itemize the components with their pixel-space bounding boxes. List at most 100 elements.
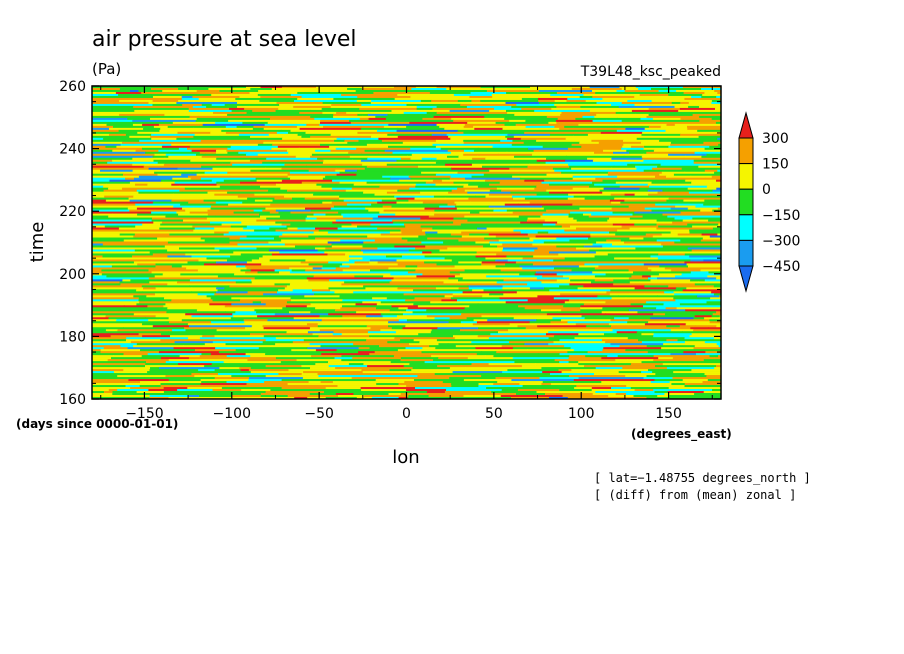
field-cell [502,287,531,290]
field-cell [322,177,374,180]
field-cell [542,205,579,208]
field-cell [451,383,480,386]
field-cell [224,103,280,107]
field-cell [287,395,323,398]
field-cell [275,221,333,224]
field-cell [230,317,295,320]
field-cell [494,207,545,210]
field-cell [92,373,139,376]
field-cell [395,351,408,354]
field-cell [345,271,409,274]
field-cell [447,247,504,250]
field-cell [315,307,326,310]
field-cell [682,331,721,334]
field-cell [334,273,359,276]
field-cell [701,149,721,153]
field-cell [198,271,246,274]
field-cell [502,285,560,288]
field-cell [336,137,379,141]
field-cell [331,187,353,190]
field-cell [92,229,154,232]
field-cell [526,227,577,230]
field-cell [310,209,369,212]
field-cell [556,311,603,314]
field-cell [421,171,459,175]
field-cell [147,305,164,308]
field-cell [650,255,690,258]
field-cell [460,103,517,107]
field-cell [686,263,721,266]
field-cell [207,209,255,212]
field-cell [331,103,362,107]
field-cell [92,169,101,173]
field-cell [143,127,161,131]
field-cell [305,131,358,135]
field-cell [328,313,382,316]
field-cell [447,155,459,159]
field-cell [265,391,325,394]
field-cell [674,217,693,220]
field-cell [157,115,191,119]
field-cell [92,389,110,392]
field-cell [559,285,584,288]
field-cell [573,349,584,352]
field-cell [659,139,698,143]
field-cell [148,167,179,171]
annotation-lat: [ lat=−1.48755 degrees_north ] [594,471,811,485]
field-cell [235,115,258,119]
field-cell [282,169,310,173]
field-cell [92,343,138,346]
field-cell [373,319,400,322]
field-cell [549,397,569,399]
field-cell [665,313,714,316]
field-cell [717,91,721,95]
field-cell [516,291,566,294]
field-cell [135,225,193,228]
field-cell [711,101,721,105]
field-cell [518,215,541,218]
field-cell [372,217,421,220]
field-cell [681,273,721,276]
field-cell [92,217,153,220]
field-cell [232,395,262,398]
field-cell [397,135,449,139]
field-cell [462,277,507,280]
field-cell [564,257,597,260]
field-cell [554,103,612,107]
field-cell [424,207,458,210]
field-cell [92,215,109,218]
field-cell [708,219,721,222]
field-cell [388,123,438,127]
field-cell [476,353,539,356]
field-cell [246,111,300,115]
field-cell [683,91,705,95]
field-cell [207,191,228,194]
field-cell [535,235,591,238]
field-cell [92,355,114,358]
field-cell [674,123,721,127]
field-cell [657,115,700,119]
field-cell [702,381,721,384]
field-cell [92,95,154,99]
field-cell [503,293,515,296]
field-cell [380,301,431,304]
field-cell [483,173,548,177]
field-cell [666,199,684,202]
field-cell [393,355,432,358]
field-cell [333,97,396,101]
field-cell [148,101,178,105]
field-cell [515,123,548,127]
field-cell [473,221,521,224]
field-cell [554,169,600,173]
field-cell [167,249,220,252]
field-cell [450,175,473,178]
field-cell [290,211,339,214]
field-cell [246,383,289,386]
field-cell [657,165,699,169]
field-cell [507,369,560,372]
field-cell [446,113,490,117]
field-cell [270,203,328,206]
field-cell [257,271,280,274]
field-cell [103,347,129,350]
field-cell [180,203,229,206]
